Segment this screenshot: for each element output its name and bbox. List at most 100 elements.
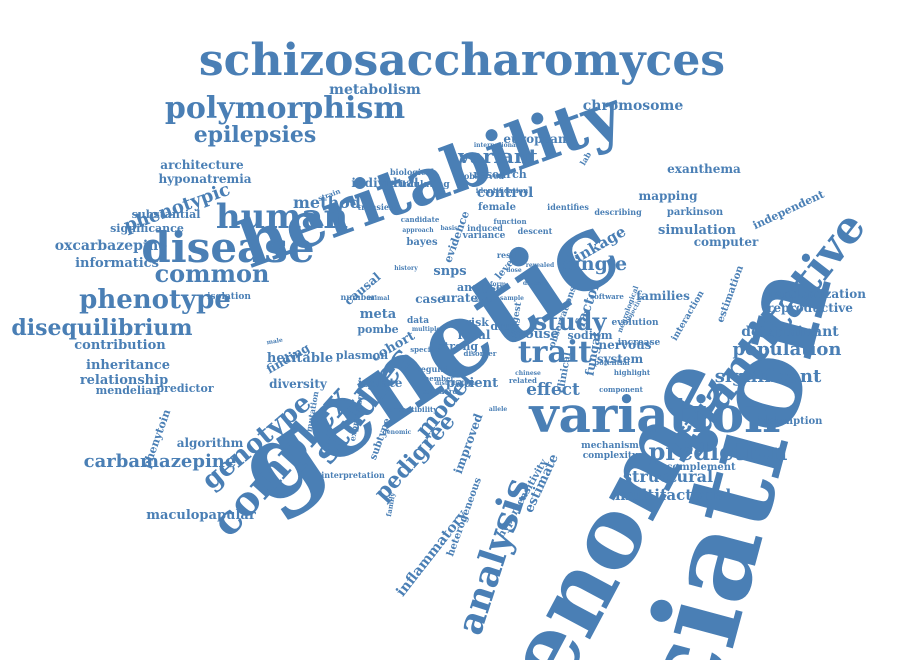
cloud-word: transient [357, 202, 398, 212]
cloud-word: effect [526, 380, 580, 400]
cloud-word: basis [440, 225, 458, 232]
cloud-word: substantial [132, 208, 201, 221]
cloud-word: observed [464, 171, 504, 181]
cloud-word: research [473, 168, 527, 181]
cloud-word: relationship [80, 373, 168, 388]
cloud-word: sodium [567, 329, 612, 342]
cloud-word: circulating [394, 180, 450, 190]
cloud-word: data [407, 316, 429, 326]
cloud-word: result [497, 250, 524, 260]
cloud-word: identifies [547, 202, 589, 212]
cloud-word: risk [465, 316, 489, 329]
cloud-word: predictor [156, 382, 213, 395]
cloud-word: descent [518, 226, 553, 236]
cloud-word: member [422, 374, 455, 383]
cloud-word: case [415, 292, 445, 306]
cloud-word: assumption [758, 416, 824, 427]
cloud-word: related [509, 376, 537, 385]
cloud-word: contribution [74, 338, 166, 353]
cloud-word: trait [518, 335, 592, 370]
cloud-word: simulation [658, 223, 736, 238]
cloud-word: isolation [207, 292, 251, 302]
cloud-word: heritable [267, 351, 333, 366]
cloud-word: phenotype [79, 285, 231, 315]
cloud-word: distribution [435, 380, 476, 387]
cloud-word: inheritance [86, 358, 170, 373]
cloud-word: individual [351, 176, 419, 190]
cloud-word: common [155, 259, 270, 288]
cloud-word: disorder [464, 349, 497, 358]
cloud-word: induced [467, 223, 503, 233]
cloud-word: metabolism [329, 82, 421, 98]
cloud-word: exanthema [667, 162, 741, 176]
cloud-word: history [394, 265, 418, 272]
cloud-word: polymorphism [165, 91, 405, 126]
cloud-word: epilepsies [194, 122, 317, 148]
cloud-word: causal [341, 270, 383, 309]
cloud-word: system [597, 352, 644, 366]
cloud-word: function [493, 217, 526, 226]
cloud-word: family [384, 491, 397, 517]
cloud-word: diverse [523, 280, 547, 287]
cloud-word: improved [451, 411, 486, 476]
cloud-word: isolate [358, 376, 403, 390]
cloud-word: families [636, 289, 690, 303]
cloud-word: dose [506, 267, 522, 274]
cloud-word: standard [423, 387, 458, 396]
cloud-word: number [341, 292, 377, 302]
cloud-word: approach [402, 227, 434, 234]
cloud-word: hyponatremia [158, 172, 251, 186]
cloud-word: diversity [269, 377, 328, 391]
cloud-word: urate [442, 291, 478, 305]
cloud-word: algorithm [177, 436, 244, 450]
cloud-word: specific [410, 345, 440, 354]
cloud-word: revealed [526, 262, 555, 269]
cloud-word: architecture [160, 158, 244, 172]
cloud-word: potential [594, 358, 630, 367]
cloud-word: drug [490, 320, 519, 333]
cloud-word: international [474, 142, 519, 149]
cloud-word: oxcarbazepine [55, 238, 168, 254]
cloud-word: software [590, 292, 624, 301]
cloud-word: computer [694, 235, 759, 249]
cloud-word: determinant [741, 324, 839, 340]
cloud-word: structural [623, 467, 713, 486]
cloud-word: parkinson [667, 207, 724, 218]
cloud-word: randomization [768, 287, 866, 301]
cloud-word: variance [462, 231, 506, 241]
cloud-word: human [216, 197, 348, 237]
cloud-word: identification [476, 186, 529, 195]
cloud-word: animal [366, 295, 390, 302]
cloud-word: evolution [611, 318, 659, 328]
cloud-word: mendelian [96, 384, 161, 397]
cloud-word: increase [618, 338, 661, 348]
cloud-word: multiple [412, 326, 441, 333]
cloud-word: strong [438, 340, 478, 353]
cloud-word: regulation [417, 364, 464, 374]
cloud-word: analyse [457, 281, 503, 294]
cloud-word: single [563, 253, 627, 275]
cloud-word: female [478, 202, 516, 213]
cloud-word: independent [751, 187, 827, 232]
cloud-word: significant [715, 366, 822, 387]
cloud-word: reproductive [767, 301, 853, 315]
cloud-word: made [474, 297, 492, 304]
cloud-word: chinese [515, 370, 541, 377]
cloud-word: significance [110, 222, 184, 235]
cloud-word: complement [666, 462, 736, 473]
cloud-word: complexity [583, 451, 638, 461]
cloud-word: informatics [75, 256, 159, 271]
cloud-word: maculopapular [146, 508, 256, 523]
cloud-word: candidate [401, 215, 440, 224]
cloud-word: biological [390, 167, 434, 177]
cloud-word: interpretation [321, 470, 385, 480]
cloud-word: prediction [649, 437, 788, 466]
cloud-word: male [266, 337, 283, 347]
cloud-word: chromosome [583, 98, 684, 114]
cloud-word: method [293, 193, 361, 212]
cloud-word: variation [529, 385, 781, 444]
cloud-word: european [503, 132, 566, 146]
cloud-word: disequilibrium [11, 315, 192, 341]
cloud-word: component [599, 385, 644, 394]
